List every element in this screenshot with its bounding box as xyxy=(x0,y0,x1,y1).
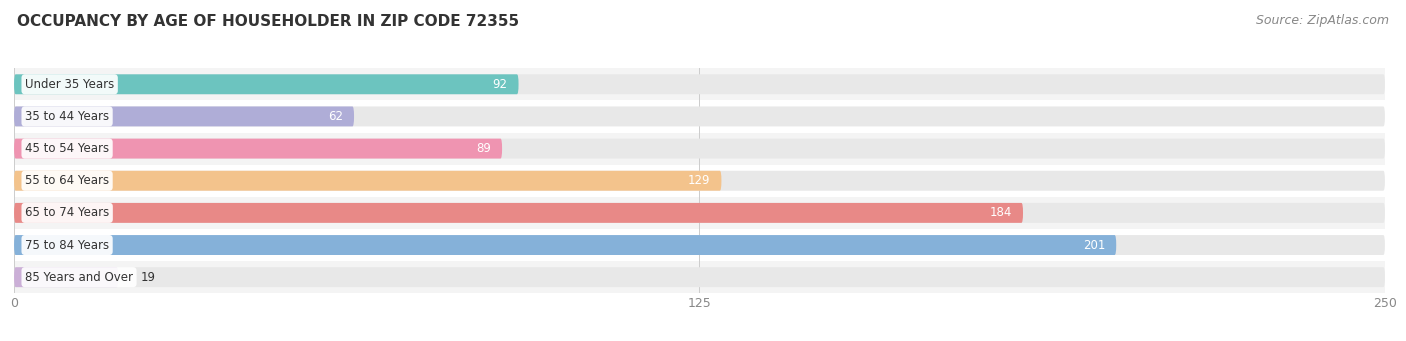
Text: 62: 62 xyxy=(328,110,343,123)
Bar xyxy=(14,197,1385,229)
Text: OCCUPANCY BY AGE OF HOUSEHOLDER IN ZIP CODE 72355: OCCUPANCY BY AGE OF HOUSEHOLDER IN ZIP C… xyxy=(17,14,519,29)
FancyBboxPatch shape xyxy=(14,106,1385,127)
FancyBboxPatch shape xyxy=(14,203,1024,223)
Bar xyxy=(14,165,1385,197)
Text: 45 to 54 Years: 45 to 54 Years xyxy=(25,142,110,155)
Text: Under 35 Years: Under 35 Years xyxy=(25,78,114,91)
Bar xyxy=(14,133,1385,165)
Text: 35 to 44 Years: 35 to 44 Years xyxy=(25,110,110,123)
Text: 85 Years and Over: 85 Years and Over xyxy=(25,271,134,284)
Bar xyxy=(14,261,1385,293)
Text: Source: ZipAtlas.com: Source: ZipAtlas.com xyxy=(1256,14,1389,27)
Text: 92: 92 xyxy=(492,78,508,91)
Bar xyxy=(14,229,1385,261)
FancyBboxPatch shape xyxy=(14,138,502,159)
Text: 184: 184 xyxy=(990,206,1012,219)
FancyBboxPatch shape xyxy=(14,267,1385,287)
Bar xyxy=(14,100,1385,133)
Text: 201: 201 xyxy=(1083,239,1105,252)
FancyBboxPatch shape xyxy=(14,203,1385,223)
FancyBboxPatch shape xyxy=(14,74,519,94)
Text: 19: 19 xyxy=(141,271,155,284)
FancyBboxPatch shape xyxy=(14,138,1385,159)
FancyBboxPatch shape xyxy=(14,74,1385,94)
FancyBboxPatch shape xyxy=(14,171,1385,191)
Text: 129: 129 xyxy=(688,174,710,187)
FancyBboxPatch shape xyxy=(14,106,354,127)
FancyBboxPatch shape xyxy=(14,171,721,191)
Text: 55 to 64 Years: 55 to 64 Years xyxy=(25,174,110,187)
Text: 89: 89 xyxy=(477,142,491,155)
Text: 65 to 74 Years: 65 to 74 Years xyxy=(25,206,110,219)
Bar xyxy=(14,68,1385,100)
FancyBboxPatch shape xyxy=(14,235,1385,255)
Text: 75 to 84 Years: 75 to 84 Years xyxy=(25,239,110,252)
FancyBboxPatch shape xyxy=(14,235,1116,255)
FancyBboxPatch shape xyxy=(14,267,118,287)
